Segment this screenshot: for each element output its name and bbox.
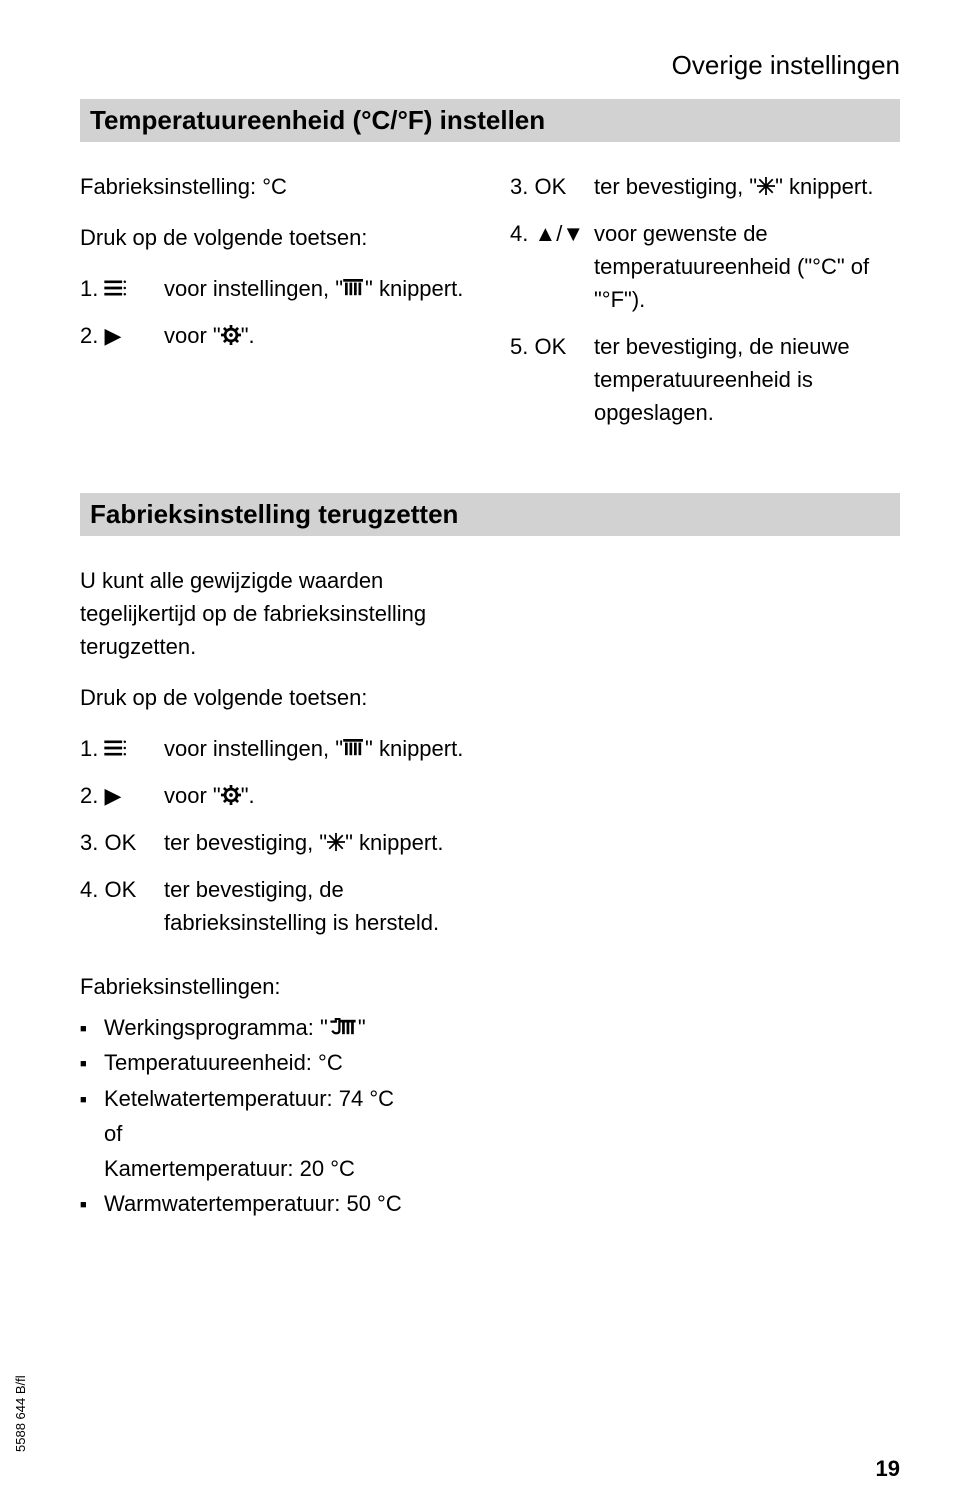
defaults-list: Fabrieksinstellingen: Werkingsprogramma:… [80,969,572,1221]
text-part: ter bevestiging, " [594,174,757,199]
intro-press: Druk op de volgende toetsen: [80,681,490,714]
text-part: Werkingsprogramma: " [104,1015,328,1040]
section1-body: Fabrieksinstelling: °C Druk op de volgen… [80,170,900,443]
step-text: voor instellingen, " " knippert. [164,732,490,765]
step-num: 2. ▶ [80,779,164,812]
intro-reset: U kunt alle gewijzigde waarden tegelijke… [80,564,490,663]
gear-icon [221,785,241,805]
section1-left: Fabrieksinstelling: °C Druk op de volgen… [80,170,470,443]
step-num-text: 1. [80,276,104,301]
radiator-icon [343,279,365,297]
text-part: ". [241,323,255,348]
step-num: 1. [80,732,164,765]
intro-factory: Fabrieksinstelling: °C [80,170,470,203]
step-text: ter bevestiging, " " knippert. [594,170,900,203]
menu-icon [104,740,126,756]
doc-reference: 5588 644 B/fl [13,1375,28,1452]
list-item: Ketelwatertemperatuur: 74 °C of Kamertem… [80,1081,572,1187]
defaults-head: Fabrieksinstellingen: [80,969,572,1004]
text-line: Kamertemperatuur: 20 °C [104,1151,394,1186]
list-item: Temperatuureenheid: °C [80,1045,572,1080]
tap-radiator-icon [328,1018,358,1036]
text-part: " [358,1015,366,1040]
text-line: of [104,1116,394,1151]
section1-right: 3. OK ter bevestiging, " " knippert. 4. ▲… [510,170,900,443]
step-text: voor " ". [164,319,470,352]
list-item: Warmwatertemperatuur: 50 °C [80,1186,572,1221]
bullet-text: Ketelwatertemperatuur: 74 °C of Kamertem… [104,1081,394,1187]
step-3: 3. OK ter bevestiging, " " knippert. [80,826,490,859]
step-num: 3. OK [80,826,164,859]
step-3: 3. OK ter bevestiging, " " knippert. [510,170,900,203]
bullet-icon [80,1081,104,1187]
radiator-icon [343,739,365,757]
step-num: 1. [80,272,164,305]
step-num: 2. ▶ [80,319,164,352]
bullet-text: Warmwatertemperatuur: 50 °C [104,1186,402,1221]
snowflake-icon [327,833,345,851]
step-num: 5. OK [510,330,594,429]
text-part: voor " [164,783,221,808]
text-part: " knippert. [365,276,463,301]
bullet-icon [80,1186,104,1221]
step-num-text: 1. [80,736,104,761]
step-5: 5. OK ter bevestiging, de nieuwe tempera… [510,330,900,429]
text-part: voor instellingen, " [164,736,343,761]
section2-title: Fabrieksinstelling terugzetten [80,493,900,536]
step-num: 4. OK [80,873,164,939]
section2-body: U kunt alle gewijzigde waarden tegelijke… [80,564,490,939]
step-4: 4. ▲/▼ voor gewenste de temperatuureenhe… [510,217,900,316]
bullet-icon [80,1045,104,1080]
text-part: ". [241,783,255,808]
step-1: 1. voor instellingen, " " knippert. [80,272,470,305]
text-line: Ketelwatertemperatuur: 74 °C [104,1081,394,1116]
step-text: ter bevestiging, de fabrieksinstelling i… [164,873,490,939]
gear-icon [221,325,241,345]
step-1: 1. voor instellingen, " " knippert. [80,732,490,765]
list-item: Werkingsprogramma: " " [80,1010,572,1045]
step-text: voor " ". [164,779,490,812]
step-text: voor instellingen, " " knippert. [164,272,470,305]
step-2: 2. ▶ voor " ". [80,319,470,352]
step-text: ter bevestiging, " " knippert. [164,826,490,859]
step-4: 4. OK ter bevestiging, de fabrieksinstel… [80,873,490,939]
step-2: 2. ▶ voor " ". [80,779,490,812]
page-number: 19 [876,1456,900,1482]
text-part: " knippert. [775,174,873,199]
text-part: voor " [164,323,221,348]
text-part: " knippert. [365,736,463,761]
bullet-text: Temperatuureenheid: °C [104,1045,343,1080]
section1-title: Temperatuureenheid (°C/°F) instellen [80,99,900,142]
page-category: Overige instellingen [80,50,900,81]
text-part: " knippert. [345,830,443,855]
step-num: 3. OK [510,170,594,203]
bullet-text: Werkingsprogramma: " " [104,1010,366,1045]
step-text: ter bevestiging, de nieuwe temperatuuree… [594,330,900,429]
intro-press: Druk op de volgende toetsen: [80,221,470,254]
step-num: 4. ▲/▼ [510,217,594,316]
bullet-icon [80,1010,104,1045]
step-text: voor gewenste de temperatuureenheid ("°C… [594,217,900,316]
text-part: voor instellingen, " [164,276,343,301]
menu-icon [104,280,126,296]
snowflake-icon [757,177,775,195]
text-part: ter bevestiging, " [164,830,327,855]
